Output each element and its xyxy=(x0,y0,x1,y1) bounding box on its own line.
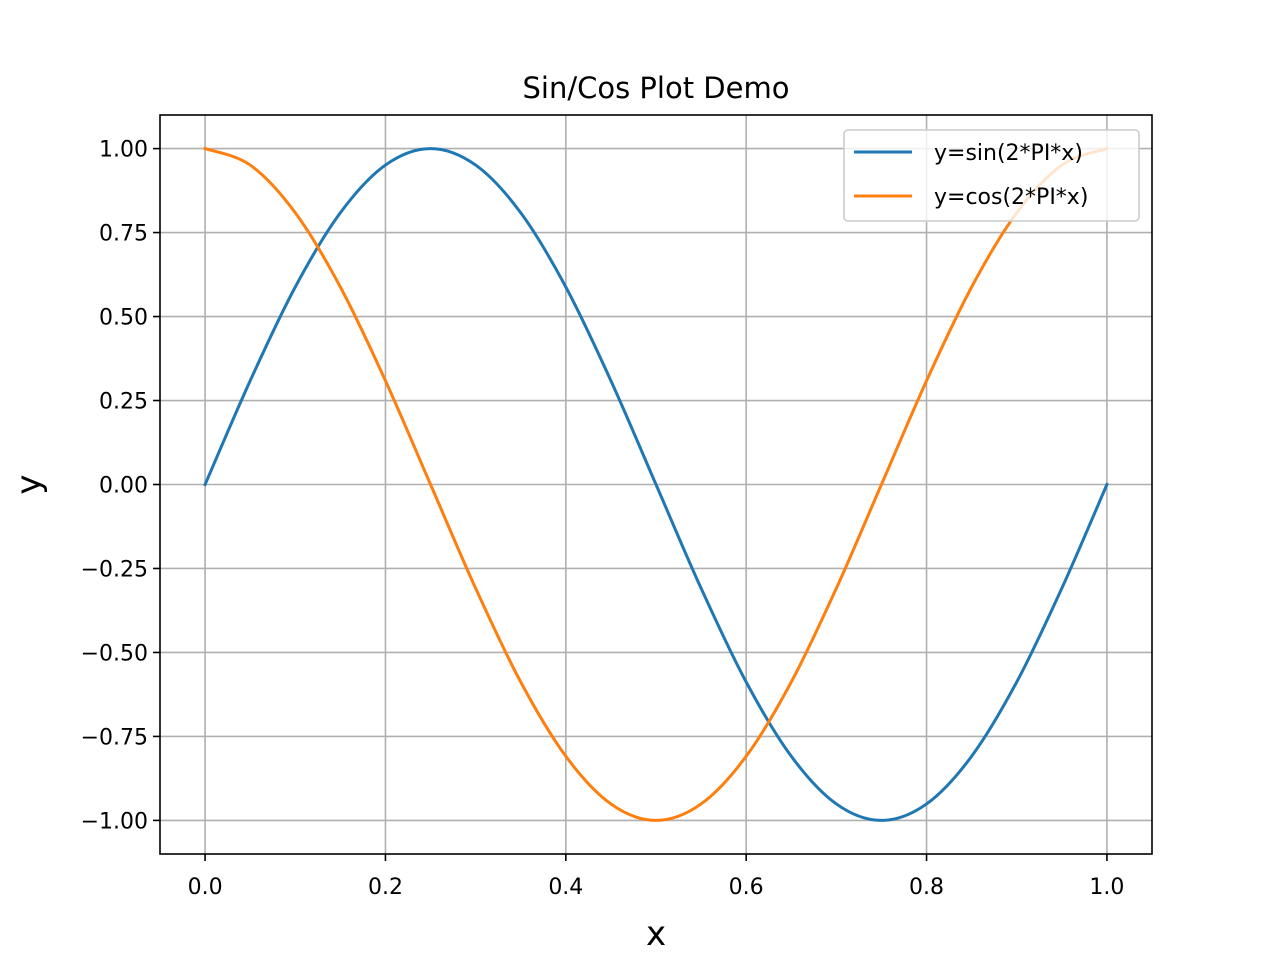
x-tick-label: 1.0 xyxy=(1089,875,1124,900)
y-tick-label: 0.50 xyxy=(99,306,148,331)
x-tick-label: 0.6 xyxy=(729,875,764,900)
y-tick-label: 0.00 xyxy=(99,474,148,499)
legend-box xyxy=(843,129,1140,222)
legend-label: y=cos(2*PI*x) xyxy=(934,185,1088,210)
plot-lines xyxy=(203,146,1109,822)
y-tick-label: −0.50 xyxy=(81,641,148,666)
y-axis-label: y xyxy=(9,474,49,494)
x-tick-label: 0.4 xyxy=(548,875,583,900)
legend: y=sin(2*PI*x) y=cos(2*PI*x) xyxy=(843,129,1140,222)
series-line-cos xyxy=(203,146,1109,822)
series-line-sin xyxy=(203,147,1109,822)
x-tick-label: 0.2 xyxy=(368,875,403,900)
chart-title: Sin/Cos Plot Demo xyxy=(523,71,790,105)
legend-label: y=sin(2*PI*x) xyxy=(934,141,1083,166)
x-tick-label: 0.0 xyxy=(188,875,223,900)
y-tick-label: −0.25 xyxy=(81,557,148,582)
y-tick-label: 0.25 xyxy=(99,390,148,415)
y-tick-label: −0.75 xyxy=(81,725,148,750)
x-axis-label: x xyxy=(646,914,666,954)
y-tick-label: 0.75 xyxy=(99,222,148,247)
ticks: 0.0 0.2 0.4 0.6 0.8 1.0 1.00 0.75 0.50 0.25 0.00 −0… xyxy=(81,138,1125,900)
y-tick-label: −1.00 xyxy=(81,809,148,834)
y-tick-label: 1.00 xyxy=(99,138,148,163)
x-tick-label: 0.8 xyxy=(909,875,944,900)
